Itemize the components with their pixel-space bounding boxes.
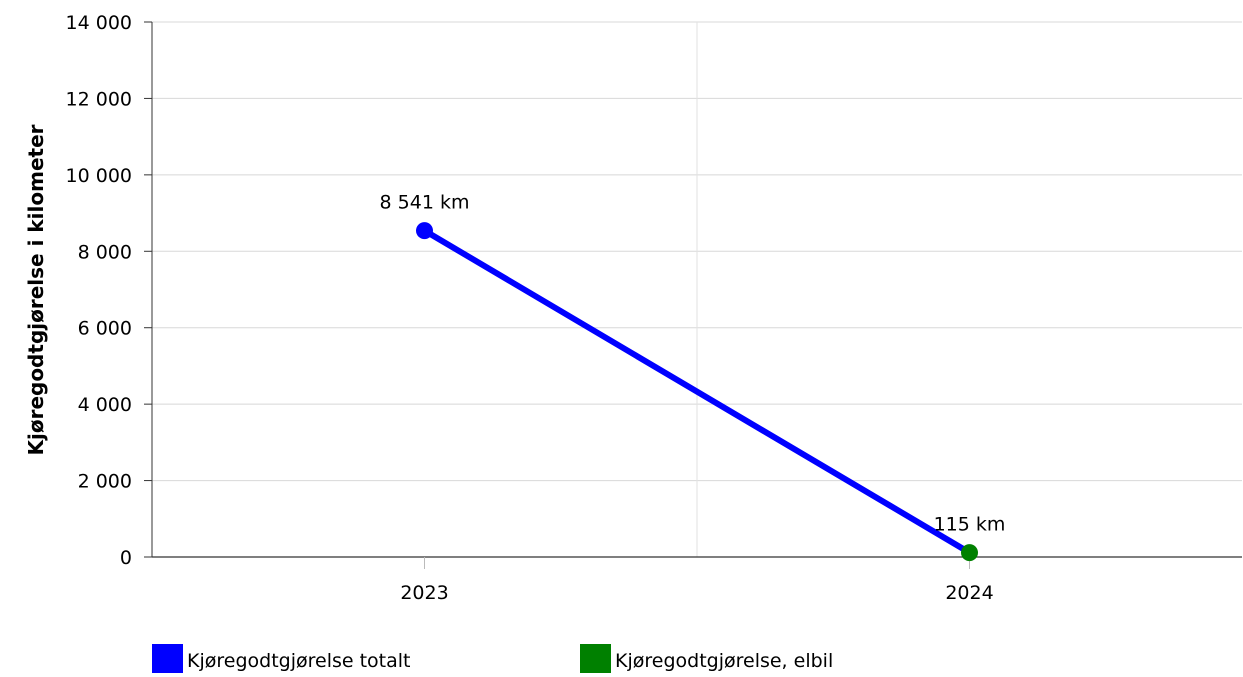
label-layer: 8 541 km 115 km [380, 192, 1006, 536]
y-tick-label: 14 000 [66, 12, 132, 34]
y-axis-title: Kjøregodtgjørelse i kilometer [24, 124, 48, 455]
legend: Kjøregodtgjørelse totalt Kjøregodtgjørels… [152, 644, 833, 674]
y-tick-label: 12 000 [66, 88, 132, 110]
legend-label: Kjøregodtgjørelse totalt [187, 650, 411, 672]
y-tick-label: 4 000 [78, 394, 132, 416]
data-point [961, 544, 978, 562]
y-tick-label: 10 000 [66, 165, 132, 187]
data-point [416, 222, 433, 240]
data-label: 8 541 km [380, 192, 470, 214]
series-line [421, 227, 973, 556]
legend-swatch [152, 644, 183, 674]
data-label: 115 km [934, 514, 1006, 536]
grid-layer [152, 21, 1242, 557]
axis-layer: 0 2 000 4 000 6 000 8 000 10 000 12 000 14 000 2… [66, 12, 1242, 604]
y-tick-label: 2 000 [78, 471, 132, 493]
legend-swatch [580, 644, 611, 674]
x-tick-label: 2024 [945, 582, 993, 604]
series-layer [416, 222, 978, 562]
y-tick-label: 0 [120, 547, 132, 569]
x-tick-label: 2023 [400, 582, 448, 604]
legend-label: Kjøregodtgjørelse, elbil [615, 650, 833, 672]
y-tick-label: 8 000 [78, 241, 132, 263]
y-tick-label: 6 000 [78, 318, 132, 340]
